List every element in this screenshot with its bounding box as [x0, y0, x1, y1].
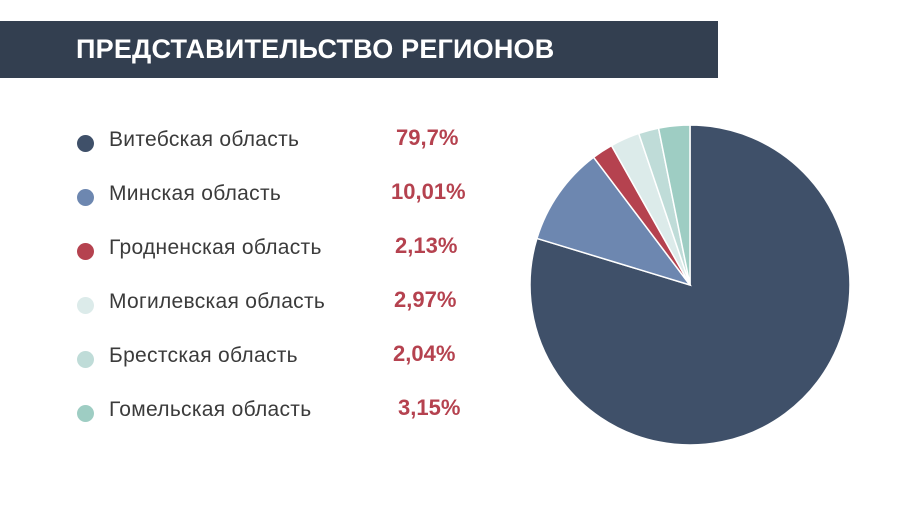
legend-label: Гомельская область	[109, 398, 312, 421]
legend-item-grodno: Гродненская область 2,13%	[0, 233, 480, 273]
legend-value: 10,01%	[391, 179, 466, 204]
pie-chart	[529, 124, 851, 446]
legend-item-vitebsk: Витебская область 79,7%	[0, 125, 480, 165]
pie-slice-5	[657, 124, 691, 286]
title-bar: ПРЕДСТАВИТЕЛЬСТВО РЕГИОНОВ	[0, 21, 718, 78]
legend-label: Витебская область	[109, 128, 300, 151]
legend-value: 3,15%	[398, 395, 461, 420]
legend-value: 79,7%	[396, 125, 459, 150]
legend-item-minsk: Минская область 10,01%	[0, 179, 480, 219]
pie-slice-1	[535, 156, 692, 287]
legend-label: Брестская область	[109, 344, 298, 367]
legend-value: 2,97%	[394, 287, 457, 312]
legend-swatch	[77, 189, 94, 206]
page-title: ПРЕДСТАВИТЕЛЬСТВО РЕГИОНОВ	[76, 34, 555, 64]
legend-value: 2,13%	[395, 233, 458, 258]
legend-swatch	[77, 243, 94, 260]
legend-label: Минская область	[109, 182, 282, 205]
legend-item-mogilev: Могилевская область 2,97%	[0, 287, 480, 327]
legend-swatch	[77, 297, 94, 314]
legend-label: Гродненская область	[109, 236, 322, 259]
legend-swatch	[77, 351, 94, 368]
legend-swatch	[77, 135, 94, 152]
legend-item-brest: Брестская область 2,04%	[0, 341, 480, 381]
legend-item-gomel: Гомельская область 3,15%	[0, 395, 480, 435]
legend-value: 2,04%	[393, 341, 456, 366]
legend-label: Могилевская область	[109, 290, 326, 313]
legend-swatch	[77, 405, 94, 422]
